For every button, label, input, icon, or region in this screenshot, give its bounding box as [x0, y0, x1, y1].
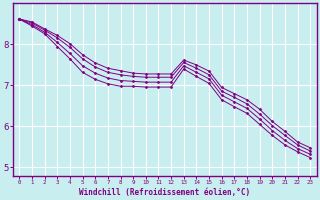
X-axis label: Windchill (Refroidissement éolien,°C): Windchill (Refroidissement éolien,°C): [79, 188, 250, 197]
